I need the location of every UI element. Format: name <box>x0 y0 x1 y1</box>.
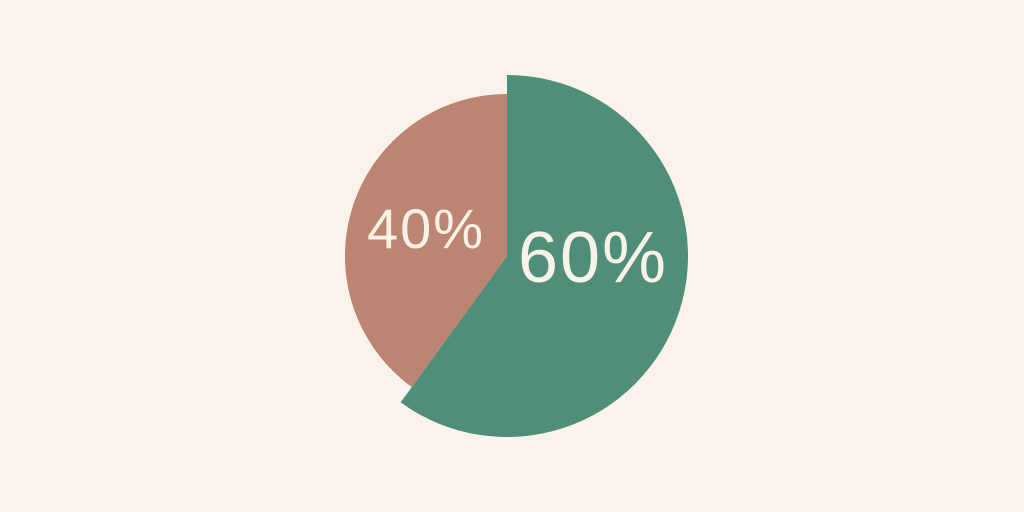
pie-slice-label-majority: 60% <box>517 218 669 298</box>
pie-slice-minority <box>345 94 507 388</box>
pie-slice-majority <box>400 75 689 437</box>
pie-slice-label-minority: 40% <box>366 197 486 260</box>
